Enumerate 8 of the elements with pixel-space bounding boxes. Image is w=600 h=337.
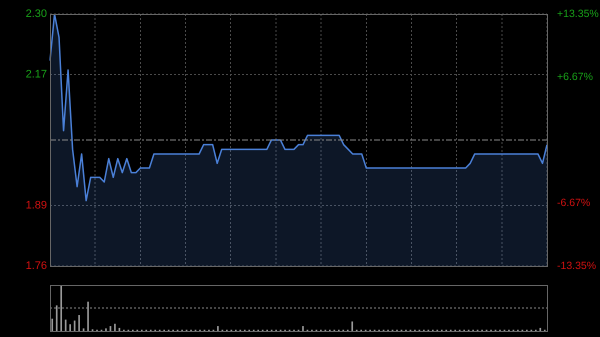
y2-tick-label: -13.35%: [557, 260, 596, 272]
y-tick-label: 1.89: [26, 199, 47, 212]
y2-tick-label: +6.67%: [557, 70, 593, 83]
y2-tick-label: +13.35%: [557, 8, 599, 20]
y2-tick-label: -6.67%: [557, 196, 590, 209]
y-tick-label: 1.76: [26, 260, 47, 272]
y-tick-label: 2.17: [26, 68, 47, 81]
y-tick-label: 2.30: [26, 8, 47, 20]
